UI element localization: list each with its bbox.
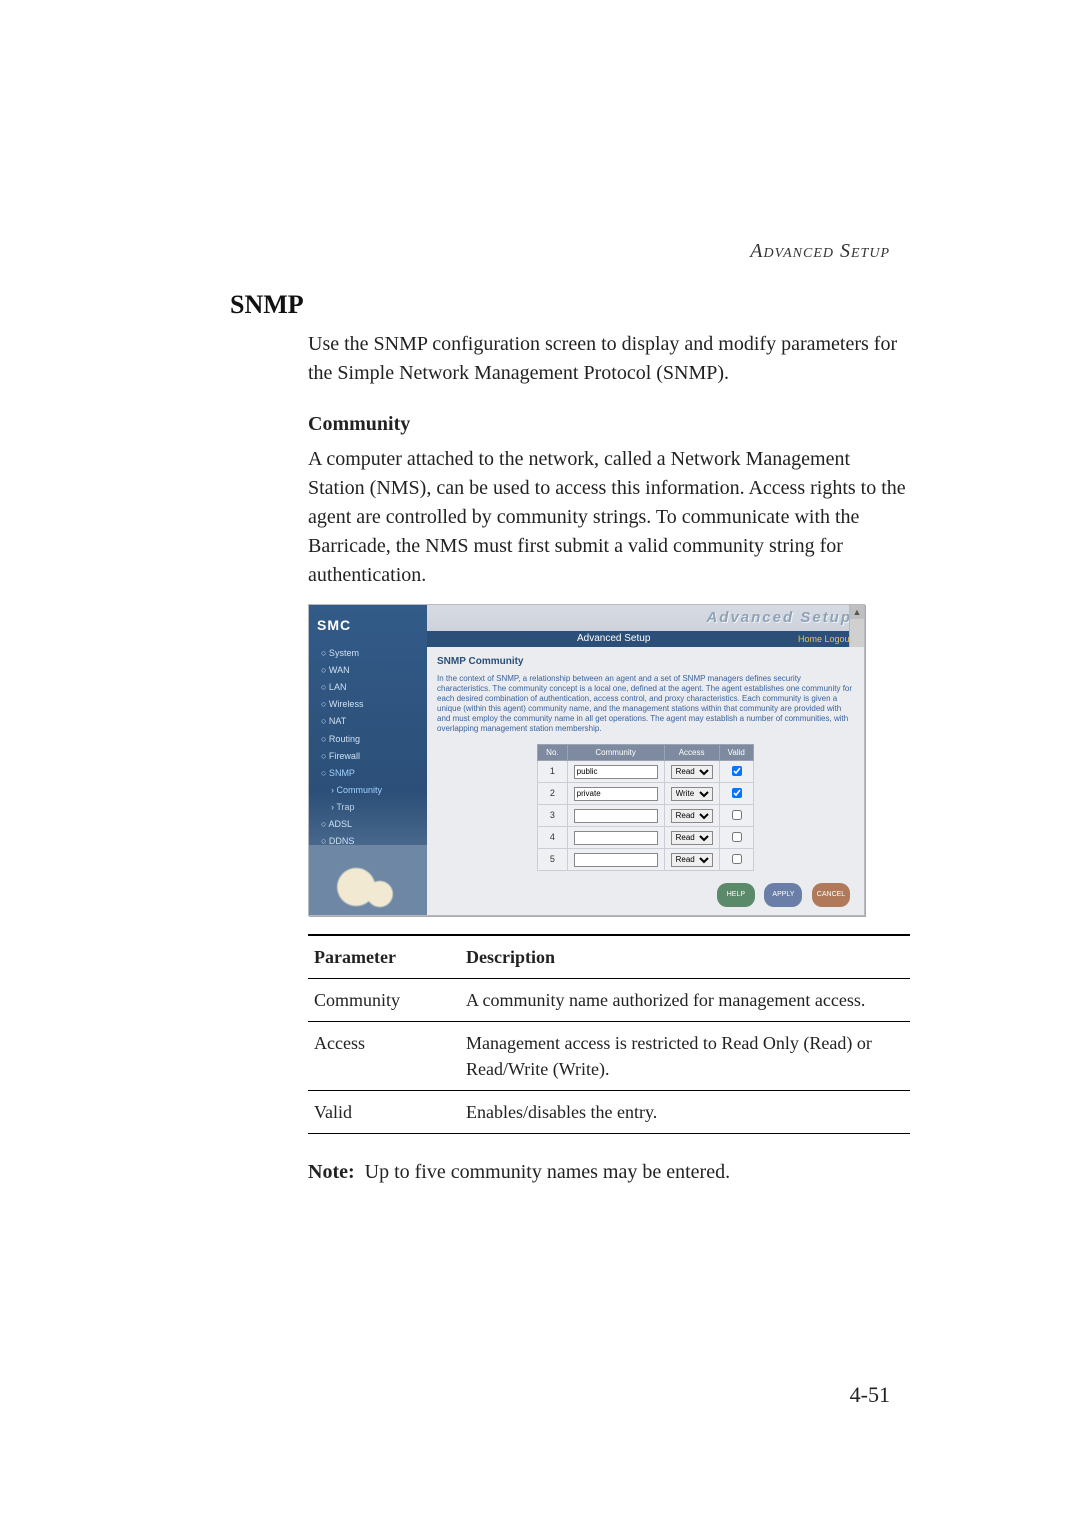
screenshot-sidebar: SMC ○ System○ WAN○ LAN○ Wireless○ NAT○ R… (309, 605, 427, 915)
snmp-screenshot: SMC ○ System○ WAN○ LAN○ Wireless○ NAT○ R… (308, 604, 865, 916)
param-desc: Enables/disables the entry. (460, 1091, 910, 1134)
table-row: 3 ReadWrite (538, 805, 754, 827)
access-select[interactable]: ReadWrite (671, 831, 713, 845)
nav-item[interactable]: ○ LAN (309, 679, 427, 696)
cell-no: 2 (538, 783, 567, 805)
community-input[interactable] (574, 831, 658, 845)
nav-item[interactable]: ○ Wireless (309, 696, 427, 713)
cell-community (567, 827, 664, 849)
col-valid: Valid (719, 744, 753, 761)
cell-access: ReadWrite (664, 827, 719, 849)
nav-item[interactable]: ○ NAT (309, 713, 427, 730)
help-button[interactable]: HELP (717, 883, 755, 907)
param-header-description: Description (460, 935, 910, 979)
access-select[interactable]: ReadWrite (671, 765, 713, 779)
page-number: 4-51 (850, 1382, 890, 1408)
col-access: Access (664, 744, 719, 761)
button-row: HELP APPLY CANCEL (713, 876, 850, 907)
param-row: CommunityA community name authorized for… (308, 979, 910, 1022)
screenshot-topbar: Advanced Setup Advanced Setup Home Logou… (427, 605, 864, 647)
logo: SMC (309, 611, 427, 645)
community-paragraph: A computer attached to the network, call… (308, 445, 910, 590)
nav-item[interactable]: ○ Firewall (309, 748, 427, 765)
topbar-band: Advanced Setup Home Logout (427, 631, 864, 647)
nav-subitem[interactable]: › Trap (309, 799, 427, 816)
param-desc: A community name authorized for manageme… (460, 979, 910, 1022)
access-select[interactable]: ReadWrite (671, 809, 713, 823)
snmp-community-table: No. Community Access Valid 1 ReadWrite 2 Re… (537, 744, 754, 872)
cell-no: 1 (538, 761, 567, 783)
cell-access: ReadWrite (664, 849, 719, 871)
param-name: Community (308, 979, 460, 1022)
content-desc: In the context of SNMP, a relationship b… (437, 674, 854, 734)
community-input[interactable] (574, 765, 658, 779)
cell-valid (719, 805, 753, 827)
nav-item[interactable]: ○ SNMP (309, 765, 427, 782)
apply-button[interactable]: APPLY (764, 883, 802, 907)
scroll-up-icon[interactable]: ▲ (850, 605, 864, 619)
note-text: Up to five community names may be entere… (365, 1161, 730, 1183)
parameter-table: Parameter Description CommunityA communi… (308, 934, 910, 1134)
intro-paragraph: Use the SNMP configuration screen to dis… (308, 330, 910, 388)
cell-community (567, 783, 664, 805)
cell-access: ReadWrite (664, 783, 719, 805)
param-desc: Management access is restricted to Read … (460, 1022, 910, 1091)
cell-access: ReadWrite (664, 805, 719, 827)
community-input[interactable] (574, 853, 658, 867)
cell-community (567, 761, 664, 783)
community-heading: Community (308, 410, 910, 439)
param-row: ValidEnables/disables the entry. (308, 1091, 910, 1134)
cell-access: ReadWrite (664, 761, 719, 783)
community-input[interactable] (574, 787, 658, 801)
valid-checkbox[interactable] (732, 854, 742, 864)
valid-checkbox[interactable] (732, 788, 742, 798)
band-links[interactable]: Home Logout (798, 631, 852, 647)
cell-no: 5 (538, 849, 567, 871)
cell-no: 4 (538, 827, 567, 849)
valid-checkbox[interactable] (732, 832, 742, 842)
cell-community (567, 805, 664, 827)
section-title: SNMP (230, 290, 910, 320)
nav-item[interactable]: ○ System (309, 645, 427, 662)
note: Note: Up to five community names may be … (308, 1158, 910, 1187)
nav-item[interactable]: ○ WAN (309, 662, 427, 679)
nav-item[interactable]: ○ ADSL (309, 816, 427, 833)
valid-checkbox[interactable] (732, 766, 742, 776)
body-block: Use the SNMP configuration screen to dis… (308, 330, 910, 1187)
table-row: 4 ReadWrite (538, 827, 754, 849)
cell-valid (719, 761, 753, 783)
brand-text: Advanced Setup (706, 607, 852, 629)
table-row: 2 ReadWrite (538, 783, 754, 805)
table-row: 1 ReadWrite (538, 761, 754, 783)
band-label: Advanced Setup (577, 633, 650, 644)
access-select[interactable]: ReadWrite (671, 787, 713, 801)
param-name: Access (308, 1022, 460, 1091)
cell-valid (719, 827, 753, 849)
col-community: Community (567, 744, 664, 761)
content-title: SNMP Community (437, 655, 854, 670)
cell-valid (719, 783, 753, 805)
page: Advanced Setup SNMP Use the SNMP configu… (0, 0, 1080, 1528)
valid-checkbox[interactable] (732, 810, 742, 820)
param-name: Valid (308, 1091, 460, 1134)
cancel-button[interactable]: CANCEL (812, 883, 850, 907)
cell-no: 3 (538, 805, 567, 827)
access-select[interactable]: ReadWrite (671, 853, 713, 867)
nav-subitem[interactable]: › Community (309, 782, 427, 799)
table-row: 5 ReadWrite (538, 849, 754, 871)
param-row: AccessManagement access is restricted to… (308, 1022, 910, 1091)
sidebar-art (309, 845, 427, 915)
note-label: Note: (308, 1161, 355, 1183)
param-header-parameter: Parameter (308, 935, 460, 979)
screenshot-content: SNMP Community In the context of SNMP, a… (427, 647, 864, 915)
col-no: No. (538, 744, 567, 761)
cell-valid (719, 849, 753, 871)
running-head: Advanced Setup (750, 240, 890, 263)
nav-item[interactable]: ○ Routing (309, 731, 427, 748)
cell-community (567, 849, 664, 871)
community-input[interactable] (574, 809, 658, 823)
